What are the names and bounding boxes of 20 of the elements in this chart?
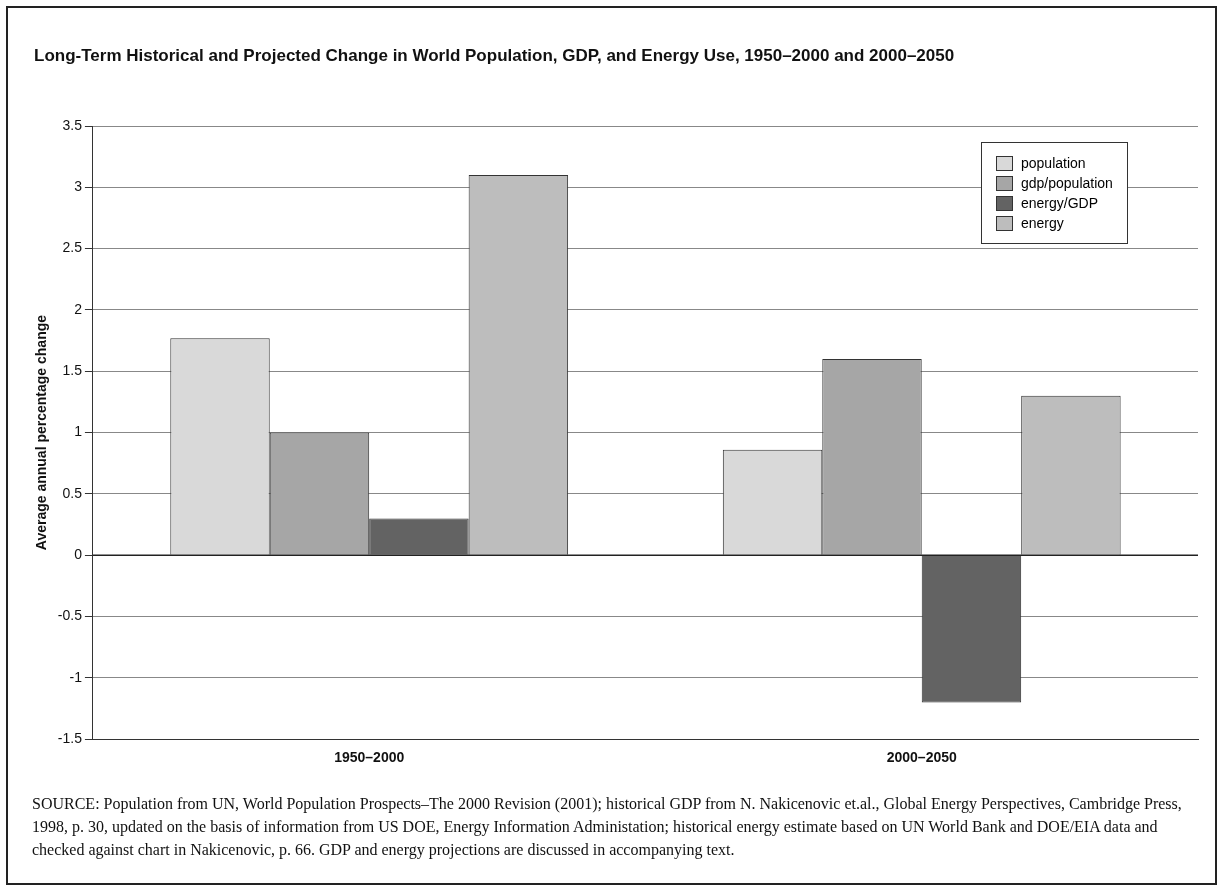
source-note: SOURCE: Population from UN, World Population Prospects–The 2000 Revision (2001); historical GDP from N. Nakicenovic et.al., Global Energy Perspectives, Cambridge Press, 1998, p. 30, updated on the basis of information from US DOE, Energy Information Administation; historical energy estimate based on UN World Bank and DOE/EIA data and checked against chart in Nakicenovic, p. 66. GDP and energy projections are discussed in accompanying text.	[32, 794, 1183, 861]
y-tick-label: 0.5	[62, 484, 83, 501]
y-tick-label: 3	[74, 178, 83, 195]
legend-label: energy	[1021, 215, 1064, 231]
x-tick-label: 1950–2000	[334, 749, 405, 766]
y-tick-label: 0	[74, 546, 83, 563]
legend-label: gdp/population	[1021, 175, 1113, 191]
y-tick-label: -0.5	[57, 607, 83, 624]
y-tick-label: 3.5	[62, 116, 83, 133]
y-axis-title: Average annual percentage change	[33, 314, 50, 551]
chart-title: Long-Term Historical and Projected Change in World Population, GDP, and Energy Use, 1950–2000 and 2000–2050	[34, 46, 955, 66]
y-tick-label: -1	[69, 668, 83, 685]
y-tick-label: 2.5	[62, 239, 83, 256]
y-tick-label: 2	[74, 300, 83, 317]
y-tick-label: 1.5	[62, 362, 83, 379]
x-tick-label: 2000–2050	[886, 749, 957, 766]
y-tick-label: -1.5	[57, 730, 83, 747]
legend-label: energy/GDP	[1021, 195, 1099, 211]
legend-label: population	[1021, 155, 1086, 171]
y-tick-label: 1	[74, 423, 83, 440]
